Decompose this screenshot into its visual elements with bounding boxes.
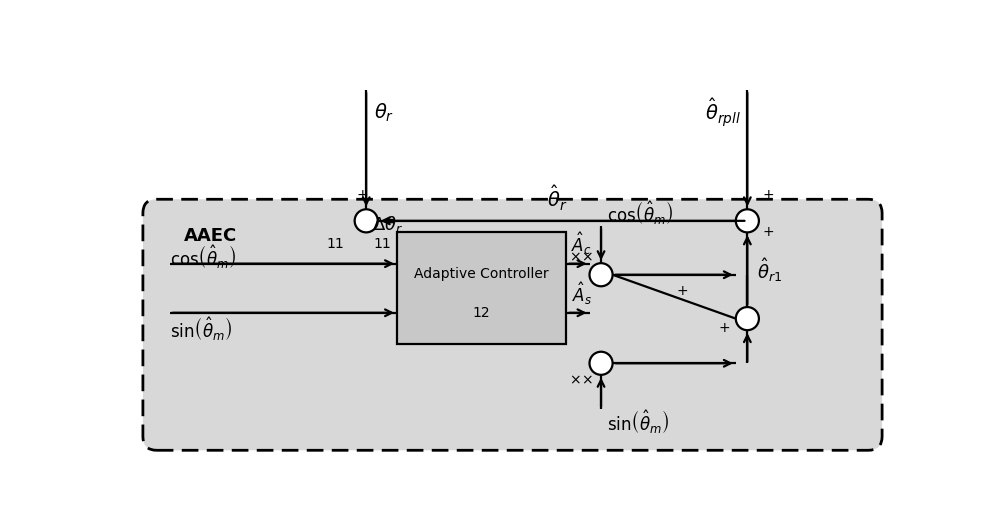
Text: +: + xyxy=(763,225,774,240)
Text: $\times\!\times$: $\times\!\times$ xyxy=(569,251,593,265)
Text: +: + xyxy=(676,284,688,298)
Text: $\cos\!\left(\hat{\theta}_m\right)$: $\cos\!\left(\hat{\theta}_m\right)$ xyxy=(607,199,674,227)
Text: AAEC: AAEC xyxy=(184,227,237,245)
Text: $\Delta\theta_r$: $\Delta\theta_r$ xyxy=(372,214,404,235)
Circle shape xyxy=(590,352,613,375)
Text: $\hat{\theta}_r$: $\hat{\theta}_r$ xyxy=(547,184,567,213)
Text: $\sin\!\left(\hat{\theta}_m\right)$: $\sin\!\left(\hat{\theta}_m\right)$ xyxy=(607,409,669,436)
Text: Adaptive Controller: Adaptive Controller xyxy=(414,267,549,281)
Circle shape xyxy=(736,209,759,232)
Text: $\hat{A}_c$: $\hat{A}_c$ xyxy=(571,231,592,258)
Text: 11: 11 xyxy=(327,238,344,251)
Text: +: + xyxy=(763,188,774,202)
Text: $\sin\!\left(\hat{\theta}_m\right)$: $\sin\!\left(\hat{\theta}_m\right)$ xyxy=(170,316,232,344)
Circle shape xyxy=(590,263,613,286)
Text: $\times\!\times$: $\times\!\times$ xyxy=(569,373,593,387)
Text: 11: 11 xyxy=(374,238,392,251)
FancyBboxPatch shape xyxy=(143,199,882,450)
Text: $-$: $-$ xyxy=(382,210,395,225)
Text: +: + xyxy=(718,321,730,335)
Circle shape xyxy=(736,307,759,330)
Text: +: + xyxy=(357,188,368,202)
Text: 12: 12 xyxy=(473,306,491,320)
Text: $\cos\!\left(\hat{\theta}_m\right)$: $\cos\!\left(\hat{\theta}_m\right)$ xyxy=(170,244,236,271)
Bar xyxy=(397,232,566,344)
Text: $\hat{A}_s$: $\hat{A}_s$ xyxy=(572,280,592,307)
Text: $\hat{\theta}_{r1}$: $\hat{\theta}_{r1}$ xyxy=(757,256,782,284)
Circle shape xyxy=(355,209,378,232)
Text: $\theta_r$: $\theta_r$ xyxy=(374,102,394,124)
Text: $\hat{\theta}_{rpll}$: $\hat{\theta}_{rpll}$ xyxy=(705,97,741,129)
